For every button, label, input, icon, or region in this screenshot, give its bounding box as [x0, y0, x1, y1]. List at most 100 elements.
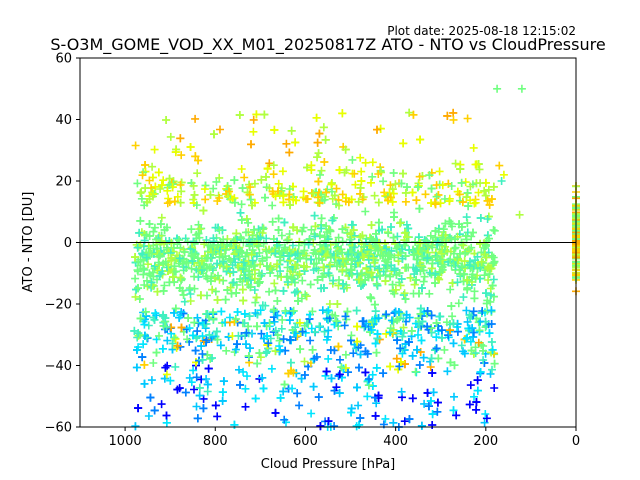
data-point	[457, 341, 466, 350]
data-point	[247, 250, 256, 259]
data-point	[279, 198, 288, 207]
data-point	[263, 332, 272, 341]
data-point	[326, 253, 335, 262]
data-point	[484, 262, 493, 271]
x-tick-label: 1000	[109, 434, 142, 449]
data-point	[134, 242, 143, 251]
data-point	[203, 253, 212, 262]
data-point	[276, 267, 285, 276]
data-point	[462, 334, 471, 343]
x-tick-label: 600	[293, 434, 318, 449]
data-point	[384, 255, 392, 264]
data-point	[457, 222, 466, 231]
data-point	[239, 258, 248, 267]
data-point	[371, 339, 380, 348]
data-point	[515, 210, 524, 219]
data-points	[130, 84, 580, 431]
data-point	[334, 342, 343, 351]
data-point	[240, 309, 249, 318]
data-point	[333, 300, 342, 308]
data-point	[242, 340, 250, 349]
data-point	[449, 339, 458, 348]
data-point	[243, 372, 251, 381]
data-point	[433, 407, 442, 416]
data-point	[202, 375, 211, 383]
data-point	[275, 191, 284, 200]
data-point	[271, 326, 280, 335]
data-point	[488, 365, 496, 374]
data-point	[179, 255, 188, 264]
data-point	[316, 422, 325, 431]
data-point	[302, 292, 311, 301]
data-point	[482, 414, 491, 423]
data-point	[295, 253, 304, 262]
data-point	[335, 389, 344, 398]
data-point	[262, 253, 271, 262]
data-point	[202, 335, 211, 344]
data-point	[190, 190, 199, 199]
data-point	[215, 275, 224, 284]
data-point	[483, 215, 492, 223]
data-point	[159, 310, 168, 319]
data-point	[151, 182, 160, 191]
data-point	[421, 190, 430, 199]
data-point	[326, 260, 335, 269]
data-point	[425, 268, 434, 277]
data-point	[253, 359, 262, 368]
data-point	[468, 324, 477, 333]
data-point	[490, 359, 499, 368]
data-point	[130, 326, 139, 335]
data-point	[335, 201, 343, 210]
data-point	[156, 251, 165, 260]
data-point	[280, 380, 289, 389]
data-point	[134, 284, 142, 293]
data-point	[273, 331, 282, 340]
data-point	[428, 369, 437, 377]
data-point	[361, 158, 370, 167]
data-point	[457, 178, 466, 187]
y-axis: −60 −40 −20 0 20 40 60	[45, 52, 80, 436]
data-point	[374, 218, 383, 227]
data-point	[411, 237, 420, 246]
data-point	[160, 374, 169, 383]
data-point	[312, 259, 321, 268]
data-point	[435, 167, 444, 176]
data-point	[144, 412, 153, 420]
data-point	[187, 264, 196, 273]
data-point	[219, 377, 228, 386]
data-point	[324, 354, 333, 363]
data-point	[277, 324, 286, 333]
data-point	[307, 225, 316, 234]
data-point	[386, 324, 395, 333]
data-point	[286, 256, 295, 265]
data-point	[431, 200, 440, 209]
data-point	[193, 327, 202, 336]
data-point	[368, 172, 377, 181]
data-point	[307, 409, 316, 418]
data-point	[426, 231, 435, 240]
data-point	[405, 415, 414, 424]
data-point	[487, 338, 496, 346]
data-point	[171, 148, 180, 157]
data-point	[281, 346, 290, 355]
data-point	[285, 252, 294, 260]
data-point	[230, 420, 239, 429]
data-point	[450, 392, 458, 401]
data-point	[367, 294, 376, 303]
data-point	[393, 316, 402, 325]
data-point	[486, 369, 495, 378]
data-point	[260, 110, 269, 119]
data-point	[140, 201, 149, 210]
data-point	[473, 386, 482, 395]
data-point	[258, 301, 267, 310]
y-tick-label: −60	[45, 421, 72, 436]
data-point	[359, 317, 368, 326]
data-point	[163, 361, 172, 370]
data-point	[311, 232, 320, 241]
data-point	[212, 327, 221, 336]
data-point	[255, 277, 264, 286]
data-point	[444, 331, 453, 340]
data-point	[231, 258, 240, 267]
data-point	[140, 281, 149, 289]
data-point	[239, 367, 248, 376]
